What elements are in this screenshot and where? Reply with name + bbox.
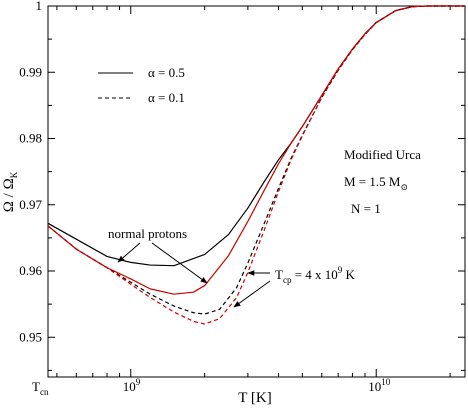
x-tick-label: 109	[123, 377, 141, 394]
y-axis-title-main: Ω / Ω	[1, 178, 17, 212]
y-tick-label: 1	[36, 0, 43, 13]
annotation-tcp-post: K	[342, 267, 355, 282]
x-axis-title: T [K]	[238, 390, 271, 406]
arrow-normal-protons-2	[151, 242, 208, 284]
arrow-tcp-2	[233, 280, 271, 308]
model-info-line-2: M = 1.5 M⊙	[344, 174, 408, 192]
series-group	[47, 5, 465, 325]
x-axis-ticks: 109 1010	[56, 6, 451, 394]
annotation-tcp-mid: = 4 x 10	[291, 267, 337, 282]
annotation-tcp-sub: cp	[283, 275, 292, 285]
model-info-line-1-main: Modified Urca	[344, 147, 421, 162]
x-tick-label-exp: 9	[136, 377, 141, 387]
y-axis-title-sub: K	[9, 171, 19, 178]
series-line-4	[47, 5, 465, 325]
annotation-tcp-pre: T	[275, 267, 283, 282]
model-info-line-2-main: M = 1.5 M	[344, 174, 401, 189]
x-extra-label-sub: cn	[40, 387, 49, 397]
x-tick-label-exp: 10	[381, 377, 391, 387]
series-line-3	[47, 5, 465, 315]
y-tick-label: 0.97	[19, 197, 42, 212]
y-tick-label: 0.99	[19, 64, 42, 79]
legend-label-solid: α = 0.5	[148, 65, 185, 80]
annotation-tcp-sup: 9	[338, 265, 343, 275]
x-tick-label-base: 10	[123, 379, 136, 394]
model-info: Modified Urca M = 1.5 M⊙ N = 1	[344, 147, 421, 216]
x-extra-label: Tcn	[32, 379, 49, 397]
x-tick-label: 1010	[368, 377, 391, 394]
x-extra-label-main: T	[32, 379, 40, 394]
model-info-line-3-main: N = 1	[351, 201, 381, 216]
y-tick-label: 0.95	[19, 329, 42, 344]
arrow-normal-protons-1	[117, 242, 141, 263]
y-axis-ticks: 0.95 0.96 0.97 0.98 0.99 1	[19, 0, 465, 371]
x-tick-label-base: 10	[368, 379, 381, 394]
model-info-line-1: Modified Urca	[344, 147, 421, 162]
model-info-line-2-sub: ⊙	[400, 182, 408, 192]
annotation-normal-protons: normal protons	[108, 226, 187, 241]
plot-frame	[47, 5, 466, 378]
legend-label-dashed: α = 0.1	[148, 90, 185, 105]
y-tick-label: 0.96	[19, 263, 42, 278]
annotation-tcp: Tcp = 4 x 109 K	[275, 265, 356, 285]
y-tick-label: 0.98	[19, 131, 42, 146]
y-axis-title: Ω / ΩK	[1, 171, 19, 212]
model-info-line-3: N = 1	[351, 201, 381, 216]
legend: α = 0.5 α = 0.1	[98, 65, 185, 105]
